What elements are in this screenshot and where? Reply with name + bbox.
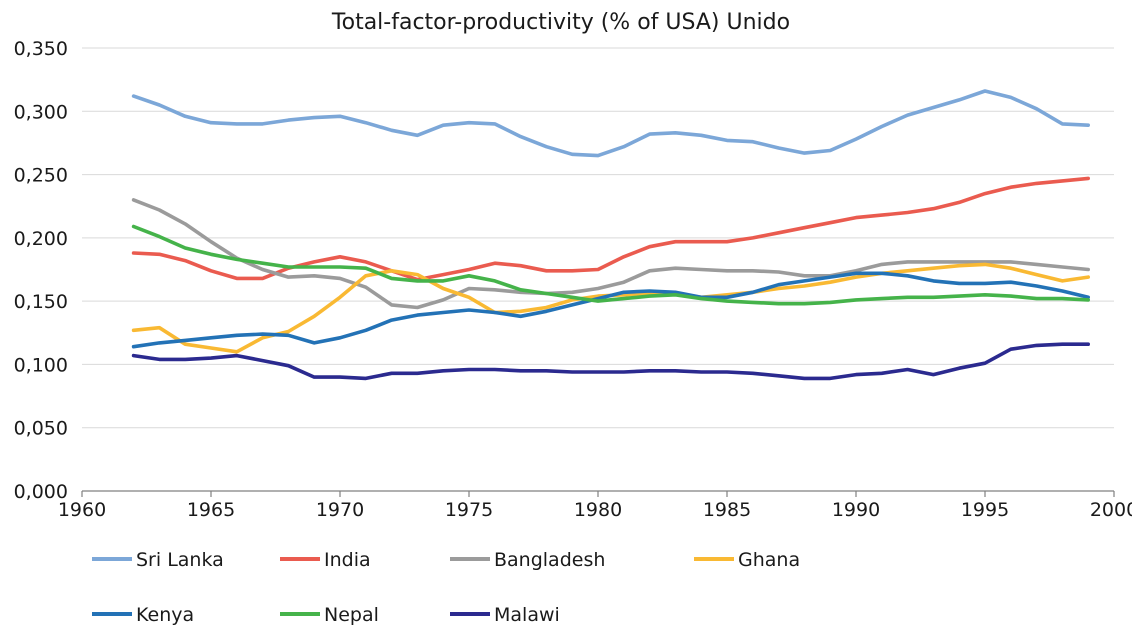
series-line-malawi <box>131 342 1090 381</box>
legend-item-ghana: Ghana <box>694 549 800 571</box>
legend-item-kenya: Kenya <box>92 604 194 626</box>
legend-label: Nepal <box>324 604 379 626</box>
axes: 0,000 0,050 0,100 0,150 0,200 0,250 0,300 0,350… <box>14 38 1132 521</box>
y-tick-label: 0,000 <box>14 481 68 503</box>
legend-label: Sri Lanka <box>136 549 224 571</box>
chart-title: Total-factor-productivity (% of USA) Uni… <box>331 10 790 35</box>
y-tick-label: 0,350 <box>14 38 68 60</box>
y-tick-label: 0,200 <box>14 228 68 250</box>
series <box>131 89 1090 381</box>
y-tick-label: 0,300 <box>14 101 68 123</box>
legend-label: India <box>324 549 371 571</box>
x-tick-label: 1970 <box>316 499 364 521</box>
x-tick-label: 1980 <box>574 499 622 521</box>
legend: Sri Lanka India Bangladesh Ghana Kenya Nepal M… <box>92 549 800 626</box>
legend-item-nepal: Nepal <box>280 604 379 626</box>
legend-label: Bangladesh <box>494 549 605 571</box>
series-line-ghana <box>131 262 1090 354</box>
legend-label: Kenya <box>136 604 194 626</box>
x-tick-label: 1975 <box>445 499 493 521</box>
legend-item-india: India <box>280 549 371 571</box>
series-line-sri-lanka <box>131 89 1090 158</box>
legend-item-bangladesh: Bangladesh <box>450 549 605 571</box>
x-tick-label: 1960 <box>58 499 106 521</box>
x-tick-label: 1985 <box>703 499 751 521</box>
legend-label: Ghana <box>738 549 800 571</box>
legend-item-malawi: Malawi <box>450 604 560 626</box>
series-line-bangladesh <box>131 198 1090 310</box>
x-tick-label: 1990 <box>832 499 880 521</box>
y-tick-label: 0,250 <box>14 165 68 187</box>
x-tick-label: 1965 <box>187 499 235 521</box>
y-tick-label: 0,150 <box>14 291 68 313</box>
series-line-nepal <box>131 224 1090 306</box>
y-tick-label: 0,050 <box>14 418 68 440</box>
series-line-kenya <box>131 271 1090 349</box>
legend-label: Malawi <box>494 604 560 626</box>
legend-item-sri-lanka: Sri Lanka <box>92 549 224 571</box>
x-tick-label: 1995 <box>961 499 1009 521</box>
y-tick-label: 0,100 <box>14 354 68 376</box>
